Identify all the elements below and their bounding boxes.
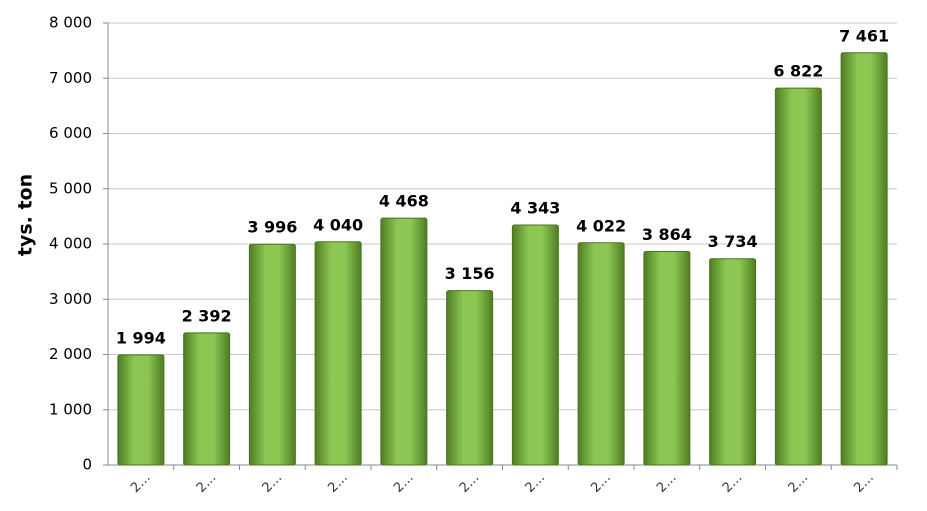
y-tick-label: 5 000 [49, 179, 92, 197]
bar [314, 241, 362, 466]
bar [248, 243, 296, 466]
value-label: 4 468 [379, 192, 429, 211]
x-tick-label: 2… [851, 470, 877, 496]
value-label: 1 994 [116, 328, 166, 347]
y-tick-label: 4 000 [49, 235, 92, 253]
y-tick-label: 6 000 [49, 124, 92, 142]
value-label: 4 040 [313, 215, 363, 234]
x-tick-label: 2… [325, 470, 351, 496]
y-tick-label: 8 000 [49, 14, 92, 32]
x-tick-label: 2… [654, 470, 680, 496]
x-tick-label: 2… [128, 470, 154, 496]
y-axis-title: tys. ton [15, 174, 37, 256]
bar [183, 332, 231, 466]
y-tick-label: 7 000 [49, 69, 92, 87]
value-label: 2 392 [182, 306, 232, 325]
x-tick-label: 2… [260, 470, 286, 496]
value-label: 3 734 [708, 232, 758, 251]
value-label: 4 022 [576, 216, 626, 235]
y-tick-label: 0 [82, 456, 92, 474]
bar [446, 290, 494, 466]
x-tick-label: 2… [588, 470, 614, 496]
y-tick-label: 1 000 [49, 400, 92, 418]
bar [511, 224, 559, 466]
bar [643, 251, 691, 466]
value-label: 3 156 [445, 264, 495, 283]
x-tick-label: 2… [457, 470, 483, 496]
value-label: 4 343 [510, 199, 560, 218]
bar [840, 52, 888, 466]
value-label: 3 996 [247, 218, 297, 237]
y-tick-label: 2 000 [49, 345, 92, 363]
value-label: 3 864 [642, 225, 692, 244]
bar [709, 258, 757, 466]
x-tick-label: 2… [194, 470, 220, 496]
value-label: 6 822 [773, 62, 823, 81]
bar [117, 354, 165, 466]
x-tick-label: 2… [720, 470, 746, 496]
y-tick-label: 3 000 [49, 290, 92, 308]
bar [380, 217, 428, 466]
x-tick-label: 2… [523, 470, 549, 496]
x-tick-label: 2… [786, 470, 812, 496]
bar [577, 242, 625, 466]
value-label: 7 461 [839, 26, 889, 45]
x-tick-label: 2… [391, 470, 417, 496]
bar [774, 87, 822, 466]
